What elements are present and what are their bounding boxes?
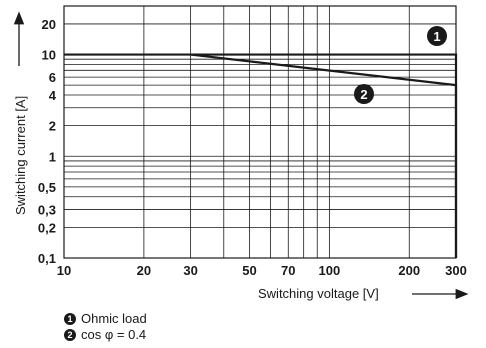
y-tick-label: 20 <box>42 17 56 32</box>
y-tick-label: 1 <box>49 149 56 164</box>
x-tick-label: 30 <box>183 263 197 278</box>
tick-labels: 10 20 30 50 70 100 200 300 0,1 0,2 0,3 0,5 1 2 4 6 10 20 <box>38 17 467 278</box>
y-tick-label: 0,2 <box>38 220 56 235</box>
legend-label-1: Ohmic load <box>81 311 147 326</box>
legend-badge-2: 2 <box>64 329 76 341</box>
plot-frame <box>63 5 457 259</box>
x-tick-label: 10 <box>57 263 71 278</box>
series-layer <box>64 53 458 258</box>
series-line-2 <box>190 53 458 258</box>
x-tick-label: 100 <box>319 263 341 278</box>
y-tick-label: 2 <box>49 119 56 134</box>
y-tick-label: 0,5 <box>38 180 56 195</box>
svg-text:1: 1 <box>433 29 440 44</box>
curve-2-marker: 2 <box>354 84 374 104</box>
legend: 1 Ohmic load 2 cos φ = 0.4 <box>64 311 147 343</box>
y-tick-label: 0,1 <box>38 251 56 266</box>
legend-label-2: cos φ = 0.4 <box>81 327 147 342</box>
grid <box>63 5 457 259</box>
y-tick-label: 4 <box>49 88 57 103</box>
legend-badge-1: 1 <box>64 313 76 325</box>
y-tick-label: 0,3 <box>38 202 56 217</box>
x-tick-label: 200 <box>398 263 420 278</box>
x-axis-title: Switching voltage [V] <box>258 286 379 301</box>
y-axis-title: Switching current [A] <box>13 96 28 215</box>
y-tick-label: 6 <box>49 70 56 85</box>
x-tick-label: 20 <box>137 263 151 278</box>
svg-text:2: 2 <box>360 87 367 102</box>
x-tick-label: 50 <box>242 263 256 278</box>
x-tick-label: 300 <box>445 263 467 278</box>
legend-item-1: 1 Ohmic load <box>64 311 147 327</box>
x-tick-label: 70 <box>281 263 295 278</box>
curve-1-marker: 1 <box>427 26 447 46</box>
legend-item-2: 2 cos φ = 0.4 <box>64 327 147 343</box>
y-tick-label: 10 <box>42 48 56 63</box>
